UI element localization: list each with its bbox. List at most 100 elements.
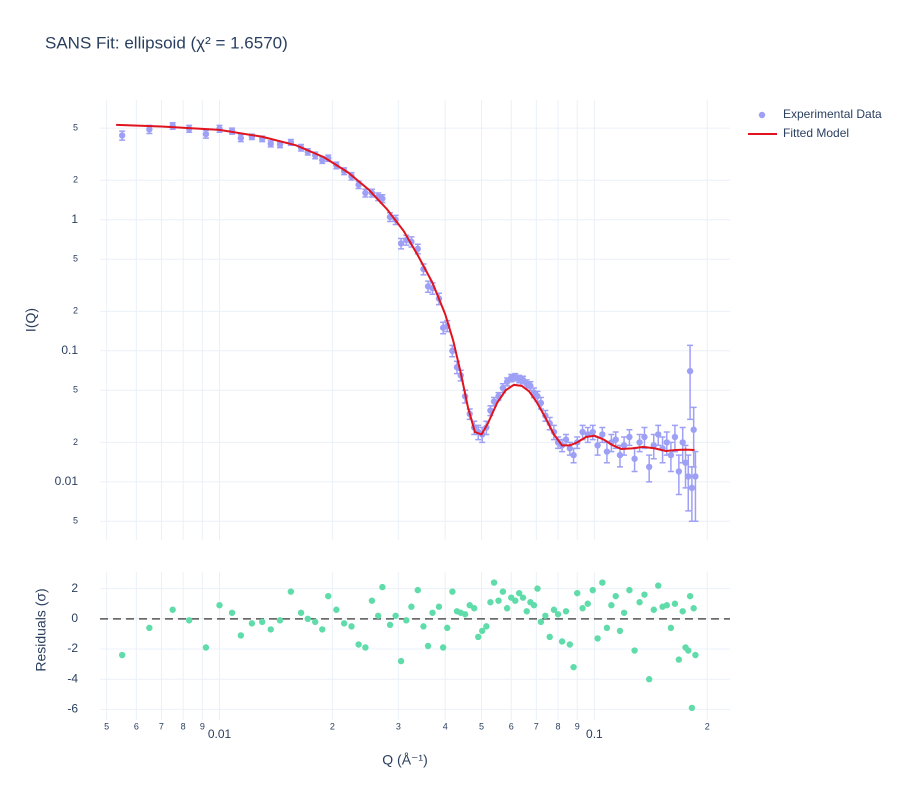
x-tick-label: 0.1 — [586, 727, 603, 741]
data-point — [579, 428, 586, 436]
y-tick-label: 0.1 — [61, 343, 78, 357]
data-point — [414, 245, 421, 253]
data-point — [237, 134, 245, 142]
model-line — [116, 123, 695, 453]
data-point — [435, 603, 443, 610]
y-tick-label: 5 — [73, 123, 78, 133]
data-point — [562, 608, 570, 615]
x-tick-label: 6 — [134, 721, 139, 731]
data-point — [408, 603, 415, 610]
data-point — [325, 592, 332, 600]
data-point — [118, 132, 126, 139]
data-point — [594, 635, 601, 642]
data-point — [641, 591, 648, 598]
data-point — [512, 597, 519, 604]
data-point — [429, 609, 436, 616]
y-tick-label: 5 — [73, 385, 78, 395]
x-tick-label: 6 — [509, 721, 514, 731]
data-point — [608, 602, 615, 609]
data-point — [679, 608, 686, 615]
chart-title: SANS Fit: ellipsoid (χ² = 1.6570) — [45, 33, 288, 52]
data-point — [267, 626, 274, 633]
data-point — [612, 436, 619, 443]
data-point — [490, 579, 498, 586]
x-tick-label: 7 — [534, 721, 539, 731]
legend: Experimental Data Fitted Model — [748, 107, 882, 140]
data-point — [368, 597, 376, 604]
data-point — [620, 442, 628, 449]
data-point — [276, 141, 284, 148]
y-tick-label: 5 — [73, 516, 78, 526]
data-point — [631, 647, 638, 654]
y-axis-title: Residuals (σ) — [33, 588, 49, 671]
data-point — [146, 126, 153, 133]
x-tick-label: 3 — [396, 721, 401, 731]
data-point — [534, 585, 541, 592]
error-bar — [675, 454, 682, 496]
data-point — [444, 624, 451, 632]
data-point — [276, 617, 284, 624]
data-point — [355, 641, 362, 648]
data-point — [439, 644, 447, 651]
data-point — [397, 240, 405, 247]
data-point — [675, 468, 683, 475]
x-tick-label: 2 — [330, 721, 335, 731]
data-point — [519, 594, 527, 601]
data-point — [616, 451, 624, 459]
data-point — [599, 431, 606, 438]
data-point — [311, 618, 319, 626]
x-tick-label: 8 — [556, 721, 561, 731]
x-tick-label: 5 — [479, 721, 484, 731]
data-point — [379, 583, 386, 591]
data-point — [570, 663, 577, 671]
data-point — [530, 602, 538, 609]
data-point — [690, 426, 697, 433]
data-point — [688, 484, 696, 492]
data-point — [650, 442, 657, 449]
data-point — [675, 656, 683, 663]
data-point — [523, 608, 530, 615]
data-point — [362, 189, 369, 197]
y-tick-label: 1 — [71, 212, 78, 226]
data-point — [589, 428, 596, 436]
data-point — [495, 597, 502, 604]
data-point — [550, 606, 558, 613]
data-point — [259, 618, 266, 626]
data-point — [466, 602, 473, 609]
x-tick-label: 2 — [705, 721, 710, 731]
data-point — [248, 620, 256, 627]
data-point — [537, 618, 545, 626]
y-tick-label: 0 — [71, 611, 78, 625]
x-tick-label: 9 — [575, 721, 580, 731]
data-point — [667, 624, 675, 632]
y-tick-label: -2 — [67, 641, 78, 655]
data-point — [584, 600, 591, 607]
data-point — [379, 195, 386, 202]
data-point — [554, 611, 562, 618]
data-point — [297, 609, 305, 616]
data-point — [686, 367, 694, 375]
data-point — [570, 451, 577, 459]
data-point — [655, 431, 662, 438]
data-point — [671, 600, 679, 607]
data-point — [574, 589, 581, 597]
data-point — [216, 602, 223, 609]
y-tick-label: -6 — [67, 702, 78, 716]
data-point — [692, 473, 699, 480]
data-point — [475, 633, 482, 641]
data-point — [641, 433, 648, 441]
data-point — [499, 588, 507, 595]
legend-label: Experimental Data — [783, 107, 882, 121]
data-point — [483, 623, 490, 630]
data-point — [319, 626, 326, 633]
legend-swatch — [758, 111, 766, 119]
data-point — [663, 602, 670, 609]
data-point — [537, 399, 545, 407]
data-point — [558, 638, 566, 645]
data-point — [202, 644, 210, 651]
data-point — [663, 439, 670, 446]
data-point — [679, 439, 686, 446]
data-point — [594, 442, 601, 449]
data-point — [202, 130, 210, 138]
